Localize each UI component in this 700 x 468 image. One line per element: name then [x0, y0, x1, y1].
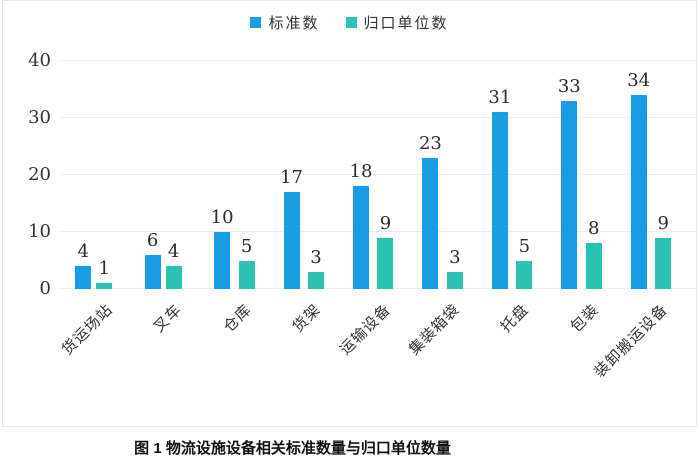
bar-wrap: 6 — [144, 61, 161, 289]
legend-label: 标准数 — [268, 14, 320, 32]
bar-wrap: 4 — [165, 61, 182, 289]
bar-value-label: 3 — [310, 246, 322, 268]
legend-swatch-icon — [345, 17, 357, 28]
bar-group-3: 17 3 — [267, 61, 336, 289]
x-category-label-8: 装卸搬运设备 — [590, 300, 672, 382]
x-category-label-0: 货运场站 — [57, 300, 116, 359]
bar-归口单位数-叉车 — [165, 266, 182, 289]
y-tick-label-40: 40 — [28, 50, 51, 71]
legend-swatch-icon — [250, 17, 262, 28]
bar-归口单位数-包装 — [585, 243, 602, 289]
y-tick-label-30: 30 — [28, 107, 51, 128]
bar-标准数-集装箱袋 — [422, 157, 439, 289]
bar-value-label: 33 — [557, 75, 581, 97]
bar-value-label: 23 — [418, 132, 442, 154]
bar-标准数-包装 — [561, 100, 578, 289]
bar-标准数-运输设备 — [352, 186, 369, 289]
bar-value-label: 34 — [627, 70, 651, 92]
plot-area: 货运场站 叉车 仓库 货架 运输设备 集装箱袋 托盘 包装 装卸搬运设备 4 1 6 4 10 5 17 3 1… — [28, 52, 699, 381]
y-tick-label-20: 20 — [28, 164, 51, 185]
bar-标准数-装卸搬运设备 — [630, 95, 647, 289]
bar-标准数-货运场站 — [75, 266, 92, 289]
bar-wrap: 8 — [585, 61, 602, 289]
bar-wrap: 10 — [211, 61, 234, 289]
bar-标准数-托盘 — [491, 112, 508, 289]
bar-value-label: 5 — [240, 235, 253, 257]
bar-group-4: 18 9 — [337, 61, 406, 289]
legend-item-0: 标准数 — [250, 12, 319, 33]
x-category-label-3: 货架 — [288, 300, 325, 336]
bar-wrap: 3 — [446, 61, 463, 289]
bar-wrap: 3 — [307, 61, 324, 289]
bar-value-label: 3 — [449, 246, 461, 268]
bar-wrap: 5 — [516, 61, 533, 289]
bar-wrap: 5 — [238, 61, 255, 289]
x-category-label-4: 运输设备 — [335, 300, 394, 359]
chart-legend: 标准数 归口单位数 — [3, 12, 696, 33]
bar-value-label: 17 — [280, 167, 303, 189]
bar-wrap: 4 — [75, 61, 92, 289]
bar-标准数-仓库 — [214, 232, 231, 289]
gridline-y-30 — [59, 117, 699, 118]
figure-caption: 图 1 物流设施设备相关标准数量与归口单位数量 — [134, 440, 451, 457]
bar-value-label: 10 — [210, 207, 234, 228]
bar-value-label: 8 — [588, 218, 600, 240]
x-category-label-6: 托盘 — [497, 300, 533, 336]
bars-container: 4 1 6 4 10 5 17 3 18 9 23 3 31 5 33 8 34 9 — [59, 61, 684, 289]
bar-value-label: 1 — [98, 258, 110, 280]
bar-归口单位数-托盘 — [516, 260, 533, 289]
figure-caption-row: 图 1 物流设施设备相关标准数量与归口单位数量 — [0, 437, 585, 458]
bar-归口单位数-仓库 — [238, 260, 255, 289]
bar-归口单位数-货运场站 — [96, 283, 113, 289]
bar-group-2: 10 5 — [198, 61, 267, 289]
bar-标准数-货架 — [283, 192, 300, 289]
bar-group-7: 33 8 — [545, 61, 614, 289]
x-category-label-7: 包装 — [566, 300, 602, 336]
bar-归口单位数-集装箱袋 — [446, 271, 463, 289]
bar-wrap: 17 — [280, 61, 303, 289]
bar-group-8: 34 9 — [615, 61, 684, 289]
bar-group-6: 31 5 — [476, 61, 545, 289]
bar-value-label: 6 — [146, 229, 159, 251]
bar-wrap: 18 — [349, 61, 373, 289]
bar-wrap: 33 — [558, 61, 581, 289]
bar-wrap: 23 — [419, 61, 442, 289]
bar-value-label: 4 — [167, 241, 180, 263]
bar-归口单位数-货架 — [307, 271, 324, 289]
gridline-y-40 — [59, 60, 699, 61]
legend-item-1: 归口单位数 — [345, 12, 449, 33]
bar-value-label: 9 — [657, 212, 669, 234]
x-axis-labels: 货运场站 叉车 仓库 货架 运输设备 集装箱袋 托盘 包装 装卸搬运设备 — [57, 289, 684, 399]
bar-group-5: 23 3 — [406, 61, 475, 289]
gridline-y-10 — [59, 231, 699, 232]
bar-标准数-叉车 — [144, 254, 161, 289]
legend-label: 归口单位数 — [363, 14, 449, 32]
bar-wrap: 34 — [627, 61, 650, 289]
bar-wrap: 31 — [488, 61, 511, 289]
bar-wrap: 1 — [96, 61, 113, 289]
y-tick-label-10: 10 — [28, 221, 51, 242]
x-category-label-5: 集装箱袋 — [405, 300, 464, 359]
x-category-label-2: 仓库 — [219, 300, 255, 336]
bar-value-label: 9 — [379, 212, 392, 234]
x-category-label-1: 叉车 — [149, 300, 186, 336]
bar-归口单位数-运输设备 — [377, 237, 394, 289]
bar-wrap: 9 — [377, 61, 394, 289]
bar-归口单位数-装卸搬运设备 — [655, 237, 672, 289]
bar-value-label: 18 — [349, 161, 373, 183]
bar-value-label: 4 — [77, 241, 89, 263]
y-tick-label-0: 0 — [39, 278, 51, 299]
bar-value-label: 5 — [518, 235, 531, 257]
bar-wrap: 9 — [655, 61, 672, 289]
gridline-y-20 — [59, 174, 699, 175]
bar-value-label: 31 — [488, 87, 512, 109]
